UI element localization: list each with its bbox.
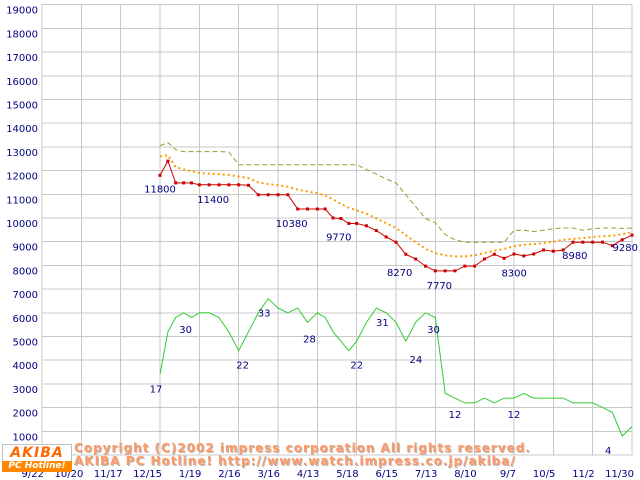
point-label: 4 <box>605 446 611 457</box>
logo-akiba-text: AKIBA <box>2 444 72 461</box>
y-tick-label: 8000 <box>13 266 38 277</box>
point-label: 12 <box>449 410 462 421</box>
x-tick-label: 10/20 <box>55 469 84 480</box>
point-label: 11400 <box>197 195 229 206</box>
point-label: 30 <box>427 325 440 336</box>
point-label: 8980 <box>562 251 587 262</box>
y-tick-label: 6000 <box>13 314 38 325</box>
x-tick-label: 10/5 <box>533 469 555 480</box>
point-label: 33 <box>258 309 271 320</box>
gridlines <box>41 4 633 456</box>
y-tick-label: 1000 <box>13 432 38 443</box>
series-lowest-price <box>158 159 634 273</box>
point-label: 31 <box>376 318 389 329</box>
point-label: 9280 <box>613 243 638 254</box>
point-label: 10380 <box>276 219 308 230</box>
y-tick-label: 19000 <box>6 6 38 17</box>
point-label: 17 <box>150 384 163 395</box>
point-label: 22 <box>350 361 363 372</box>
y-tick-label: 13000 <box>6 148 38 159</box>
point-label: 24 <box>409 355 422 366</box>
x-tick-label: 12/15 <box>133 469 162 480</box>
x-tick-label: 8/10 <box>454 469 476 480</box>
x-tick-label: 2/16 <box>218 469 240 480</box>
point-label: 11800 <box>144 184 176 195</box>
copyright-line2: AKIBA PC Hotline! http://www.watch.impre… <box>74 453 516 468</box>
series-highest-price <box>159 142 633 243</box>
akiba-pc-hotline-logo: AKIBA PC Hotline! <box>2 444 72 472</box>
copyright-watermark: Copyright (C)2002 impress corporation Al… <box>74 442 531 467</box>
x-tick-label: 3/16 <box>258 469 280 480</box>
series-average-price <box>159 154 633 258</box>
y-tick-label: 12000 <box>6 172 38 183</box>
x-tick-label: 9/7 <box>500 469 516 480</box>
y-tick-label: 16000 <box>6 77 38 88</box>
point-label: 28 <box>303 334 316 345</box>
y-tick-label: 2000 <box>13 409 38 420</box>
x-tick-label: 1/19 <box>179 469 201 480</box>
y-tick-label: 10000 <box>6 219 38 230</box>
y-tick-label: 4000 <box>13 361 38 372</box>
y-tick-label: 18000 <box>6 29 38 40</box>
point-labels: 11800 11400 10380 9770 8270 7770 8300 8980 9280 1… <box>144 184 638 457</box>
y-tick-label: 17000 <box>6 53 38 64</box>
point-label: 30 <box>179 325 192 336</box>
point-label: 9770 <box>326 232 351 243</box>
x-tick-label: 7/13 <box>415 469 437 480</box>
copyright-line1: Copyright (C)2002 impress corporation Al… <box>74 441 531 455</box>
y-tick-label: 3000 <box>13 385 38 396</box>
point-label: 12 <box>508 410 521 421</box>
logo-pc-hotline-text: PC Hotline! <box>2 461 72 472</box>
point-label: 22 <box>236 361 249 372</box>
x-tick-label: 4/13 <box>297 469 319 480</box>
y-tick-label: 15000 <box>6 101 38 112</box>
x-tick-label: 6/15 <box>376 469 398 480</box>
point-label: 7770 <box>427 281 452 292</box>
axis-labels: 1000 2000 3000 4000 5000 6000 7000 8000 9000 1000… <box>6 6 634 480</box>
point-label: 8300 <box>501 268 526 279</box>
x-tick-label: 5/18 <box>336 469 358 480</box>
y-tick-label: 9000 <box>13 243 38 254</box>
y-tick-label: 5000 <box>13 338 38 349</box>
y-tick-label: 11000 <box>6 195 38 206</box>
point-label: 8270 <box>387 268 412 279</box>
y-tick-label: 14000 <box>6 124 38 135</box>
x-tick-label: 9/22 <box>22 469 44 480</box>
y-tick-label: 7000 <box>13 290 38 301</box>
x-tick-label: 11/17 <box>94 469 123 480</box>
x-tick-label: 11/30 <box>605 469 634 480</box>
series-shop-count <box>159 297 633 437</box>
x-tick-label: 11/2 <box>572 469 594 480</box>
